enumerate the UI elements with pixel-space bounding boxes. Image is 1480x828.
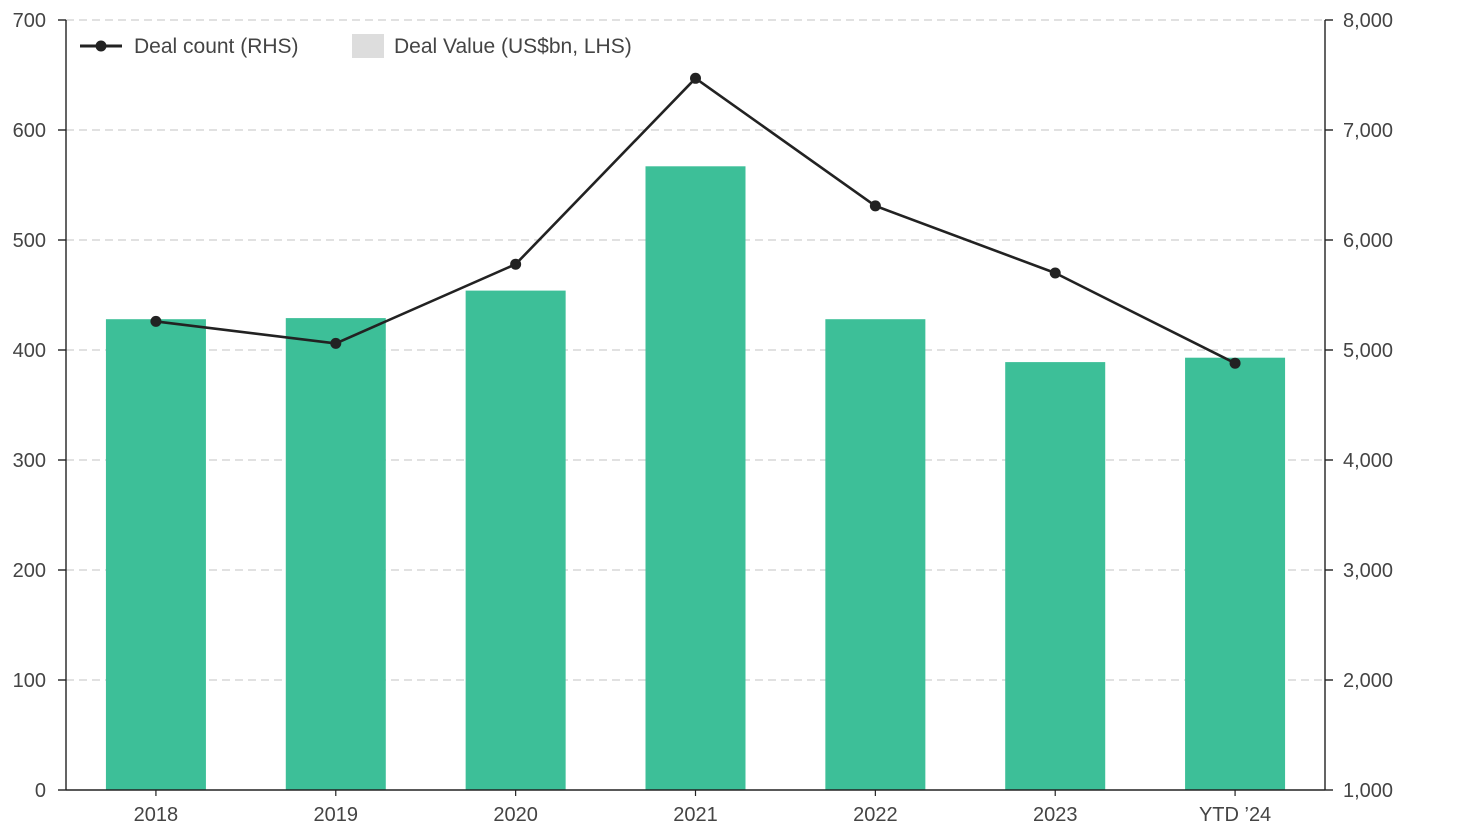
bar-4: [825, 319, 926, 790]
legend: Deal count (RHS) Deal Value (US$bn, LHS): [80, 34, 632, 58]
x-tick-label: YTD ’24: [1199, 804, 1271, 826]
bar-series: [105, 166, 1286, 791]
right-tick-label: 5,000: [1343, 340, 1393, 362]
deal-count-point-2: [510, 258, 522, 270]
legend-line-marker: [95, 40, 107, 52]
x-axis-ticks: 2018 2019 2020 2021 2022 2023 YTD ’24: [134, 790, 1271, 826]
deal-count-point-5: [1049, 267, 1061, 279]
right-tick-label: 7,000: [1343, 120, 1393, 142]
bar-0: [105, 319, 206, 790]
left-tick-label: 500: [13, 230, 46, 252]
legend-label-deal-value: Deal Value (US$bn, LHS): [394, 35, 632, 58]
bar-3: [645, 166, 746, 791]
line-series: [150, 72, 1241, 369]
right-tick-label: 8,000: [1343, 10, 1393, 32]
bar-6: [1185, 357, 1286, 790]
left-tick-label: 200: [13, 560, 46, 582]
left-tick-label: 600: [13, 120, 46, 142]
left-tick-label: 700: [13, 10, 46, 32]
right-tick-label: 4,000: [1343, 450, 1393, 472]
x-tick-label: 2023: [1033, 804, 1078, 826]
x-tick-label: 2021: [673, 804, 718, 826]
left-tick-label: 0: [35, 780, 46, 802]
x-tick-label: 2020: [493, 804, 538, 826]
deal-count-point-4: [869, 200, 881, 212]
bar-5: [1005, 362, 1106, 790]
right-tick-label: 3,000: [1343, 560, 1393, 582]
left-tick-label: 300: [13, 450, 46, 472]
right-tick-label: 6,000: [1343, 230, 1393, 252]
deal-count-point-3: [690, 72, 701, 84]
right-tick-label: 1,000: [1343, 780, 1393, 802]
left-tick-label: 100: [13, 670, 46, 692]
left-tick-label: 400: [13, 340, 46, 362]
deal-count-point-6: [1229, 357, 1241, 369]
right-axis-ticks: 1,000 2,000 3,000 4,000 5,000 6,000 7,000 8,000: [1325, 10, 1393, 802]
bar-2: [465, 290, 566, 790]
left-axis-ticks: 0 100 200 300 400 500 600 700: [13, 10, 66, 802]
legend-bar-swatch: [352, 34, 384, 58]
x-tick-label: 2019: [314, 804, 359, 826]
legend-label-deal-count: Deal count (RHS): [134, 35, 299, 58]
bar-1: [285, 318, 386, 790]
x-tick-label: 2018: [134, 804, 179, 826]
right-tick-label: 2,000: [1343, 670, 1393, 692]
x-tick-label: 2022: [853, 804, 898, 826]
deal-count-point-0: [150, 315, 162, 327]
deal-count-point-1: [330, 337, 342, 349]
